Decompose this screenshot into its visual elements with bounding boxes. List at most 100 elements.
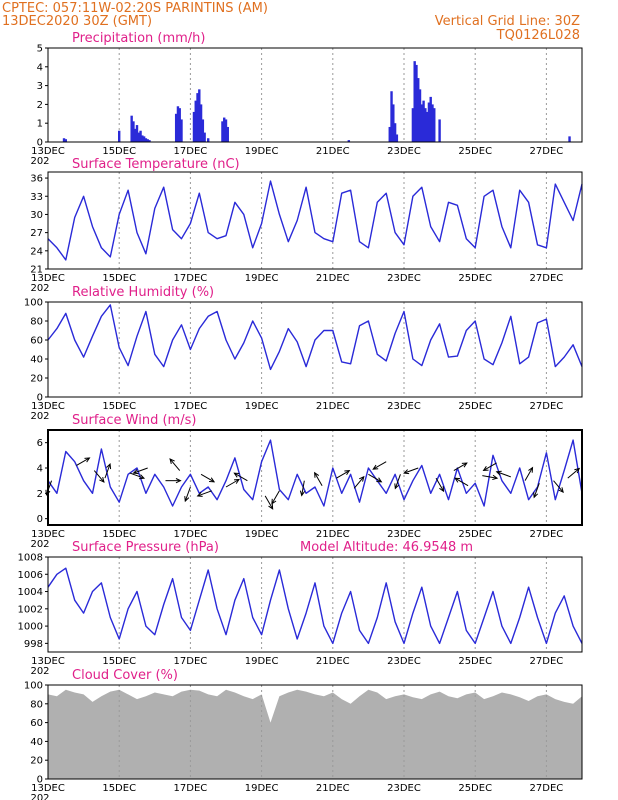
wind-arrow [353, 476, 365, 489]
header-run-date: 13DEC2020 30Z (GMT) [2, 14, 152, 29]
precipitation-bar [223, 117, 226, 142]
wind-arrow [394, 474, 401, 489]
precipitation-x-tick-label: 23DEC [387, 146, 421, 157]
precipitation-x-tick-label: 27DEC [530, 146, 564, 157]
precipitation-y-tick-label: 4 [37, 62, 43, 73]
wind-arrow [496, 471, 511, 478]
precipitation-bar [201, 119, 205, 142]
humidity-x-tick-label: 17DEC [174, 401, 208, 412]
precipitation-bar [221, 121, 224, 142]
precipitation-bar [393, 123, 397, 142]
wind-arrow-head [196, 491, 203, 497]
cloud-cover-x-tick-label: 27DEC [530, 783, 564, 794]
temperature-frame [47, 171, 583, 270]
precipitation-x-year-stub: 202 [30, 156, 49, 167]
wind-x-tick-label: 19DEC [245, 529, 279, 540]
wind-arrow-head [574, 467, 581, 474]
precipitation-bar [132, 121, 135, 142]
precipitation-bar [139, 130, 142, 142]
wind-arrow-head [394, 483, 400, 490]
precipitation-bar [392, 104, 395, 142]
precipitation-bar [130, 115, 133, 142]
temperature-series-line [47, 180, 583, 261]
wind-x-tick-label: 15DEC [102, 529, 136, 540]
wind-arrow-head [169, 458, 175, 465]
pressure-x-tick-label: 21DEC [316, 656, 350, 667]
cloud-cover-title: Cloud Cover (%) [72, 668, 178, 683]
precipitation-bar [203, 132, 206, 142]
wind-arrow-head [439, 486, 445, 493]
cloud-cover-y-tick-label: 60 [30, 718, 43, 729]
temperature-y-tick-label: 36 [30, 174, 43, 185]
wind-x-year-stub: 202 [30, 539, 49, 550]
wind-arrow [533, 483, 540, 498]
precipitation-x-tick-label: 25DEC [458, 146, 492, 157]
wind-x-tick-label: 13DEC [31, 529, 65, 540]
cloud-cover-y-tick-label: 0 [37, 775, 43, 786]
panel-wind: Surface Wind (m/s) 0 2 4 6 13DEC 15DEC 17DEC 19… [30, 413, 583, 550]
cloud-cover-y-tick-label: 100 [24, 681, 43, 692]
precipitation-bar [196, 93, 199, 142]
cloud-cover-x-tick-label: 19DEC [245, 783, 279, 794]
precipitation-bar [134, 128, 137, 142]
humidity-y-tick-label: 100 [24, 298, 43, 309]
wind-y-tick-label: 6 [37, 438, 43, 449]
wind-arrow-head [454, 477, 461, 483]
humidity-y-tick-label: 80 [30, 317, 43, 328]
wind-arrow [482, 475, 498, 479]
wind-x-tick-label: 27DEC [530, 529, 564, 540]
precipitation-bar [207, 138, 210, 142]
precipitation-bar [438, 119, 441, 142]
pressure-x-tick-label: 27DEC [530, 656, 564, 667]
wind-arrow [197, 490, 212, 497]
wind-arrow-head [376, 477, 383, 483]
wind-arrow [314, 472, 323, 486]
humidity-series-line [47, 304, 583, 371]
model-altitude-label: Model Altitude: 46.9548 m [300, 540, 473, 555]
precipitation-y-tick-label: 5 [37, 44, 43, 55]
cloud-cover-x-tick-label: 25DEC [458, 783, 492, 794]
humidity-x-tick-label: 19DEC [245, 401, 279, 412]
wind-arrow-head [209, 477, 216, 483]
cloud-cover-y-tick-label: 40 [30, 737, 43, 748]
wind-arrow [184, 486, 191, 502]
pressure-y-tick-label: 1002 [18, 604, 43, 615]
wind-arrow-head [99, 477, 105, 483]
temperature-x-tick-label: 27DEC [530, 273, 564, 284]
precipitation-bar [135, 125, 139, 142]
wind-frame [47, 429, 583, 526]
pressure-y-tick-label: 1000 [18, 622, 43, 633]
wind-arrow [93, 470, 105, 483]
precipitation-bar [194, 100, 197, 142]
header-station: CPTEC: 057:11W-02:20S PARINTINS (AM) [2, 1, 268, 16]
pressure-x-tick-label: 19DEC [245, 656, 279, 667]
wind-arrow [483, 462, 497, 471]
wind-series-line [47, 439, 583, 507]
pressure-frame [47, 556, 583, 653]
wind-arrow [372, 461, 387, 470]
panel-humidity: Relative Humidity (%) 0 20 40 60 80 100 13DEC 1… [24, 285, 583, 422]
wind-arrow-head [528, 466, 534, 473]
temperature-title: Surface Temperature (nC) [72, 157, 240, 172]
cloud-cover-x-tick-label: 17DEC [174, 783, 208, 794]
pressure-x-tick-label: 25DEC [458, 656, 492, 667]
cloud-cover-y-tick-label: 80 [30, 699, 43, 710]
temperature-y-tick-label: 21 [30, 265, 43, 276]
wind-arrow [133, 467, 148, 474]
wind-arrow [234, 472, 248, 482]
wind-arrow-head [359, 475, 365, 482]
wind-arrow-head [558, 487, 564, 494]
panel-pressure: Surface Pressure (hPa) Model Altitude: 4… [18, 540, 583, 677]
precipitation-bar [226, 126, 229, 142]
cloud-cover-x-tick-label: 13DEC [31, 783, 65, 794]
precipitation-bar [137, 132, 140, 142]
precipitation-bar [417, 78, 420, 142]
wind-arrow [454, 477, 469, 487]
wind-arrow [524, 467, 533, 481]
wind-arrow [553, 480, 564, 493]
wind-arrow [169, 458, 181, 471]
header-grid-line: Vertical Grid Line: 30Z [435, 14, 580, 29]
wind-arrow [368, 473, 382, 483]
precipitation-x-tick-label: 19DEC [245, 146, 279, 157]
humidity-x-tick-label: 23DEC [387, 401, 421, 412]
